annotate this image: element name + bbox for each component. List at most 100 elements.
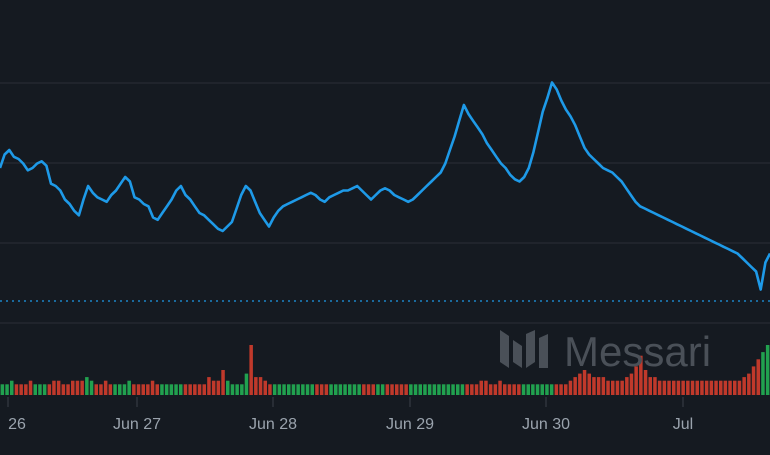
volume-bar — [240, 384, 244, 395]
volume-bar — [71, 380, 75, 395]
volume-bar — [441, 384, 446, 395]
volume-bar — [188, 384, 192, 395]
volume-bar — [52, 380, 56, 395]
volume-bar — [498, 380, 502, 395]
volume-bar — [507, 384, 512, 395]
volume-bar — [80, 380, 84, 395]
volume-bar — [512, 384, 516, 395]
volume-bar — [155, 384, 159, 395]
volume-bar — [99, 384, 103, 395]
messari-watermark: Messari — [500, 328, 711, 375]
volume-bar — [132, 384, 136, 395]
volume-bar — [737, 380, 742, 395]
volume-bar — [390, 384, 394, 395]
volume-bar — [89, 380, 94, 395]
volume-bar — [751, 366, 756, 395]
volume-bar — [765, 345, 770, 395]
volume-bar — [301, 384, 305, 395]
volume-bar — [460, 384, 465, 395]
volume-bar — [568, 380, 573, 395]
volume-bar — [108, 384, 113, 395]
volume-bar — [672, 380, 676, 395]
volume-bar — [719, 380, 723, 395]
volume-bar — [686, 380, 690, 395]
volume-bar — [38, 384, 42, 395]
volume-bar — [700, 380, 704, 395]
volume-bar — [287, 384, 291, 395]
volume-bar — [404, 384, 408, 395]
price-line[interactable] — [0, 81, 770, 291]
volume-bar — [676, 380, 681, 395]
volume-bar — [587, 373, 591, 395]
volume-bar — [197, 384, 202, 395]
volume-bar — [554, 384, 559, 395]
volume-bar — [564, 384, 568, 395]
volume-bar — [28, 380, 33, 395]
volume-bar — [620, 380, 624, 395]
volume-bar — [14, 384, 19, 395]
volume-bar — [611, 380, 615, 395]
volume-bar — [742, 377, 746, 395]
volume-bar — [56, 380, 61, 395]
volume-bar — [216, 380, 221, 395]
volume-bar — [33, 384, 37, 395]
volume-bar — [24, 384, 28, 395]
volume-bar — [371, 384, 375, 395]
x-tick-label: Jun 28 — [249, 416, 297, 433]
volume-bar — [282, 384, 286, 395]
volume-bar — [488, 384, 493, 395]
volume-bar — [362, 384, 366, 395]
volume-bar — [42, 384, 47, 395]
volume-bar — [709, 380, 714, 395]
volume-bar — [427, 384, 432, 395]
volume-bar — [714, 380, 718, 395]
volume-bar — [141, 384, 145, 395]
volume-bar — [531, 384, 535, 395]
x-tick-label: 26 — [8, 416, 26, 433]
volume-bar — [211, 380, 216, 395]
volume-bar — [657, 380, 662, 395]
volume-bar — [470, 384, 474, 395]
volume-bar — [305, 384, 310, 395]
volume-bar — [648, 377, 652, 395]
volume-bar — [118, 384, 122, 395]
volume-bar — [484, 380, 488, 395]
volume-bar — [625, 377, 629, 395]
volume-bar — [127, 380, 131, 395]
volume-bars — [0, 345, 770, 395]
volume-bar — [681, 380, 685, 395]
volume-bar — [535, 384, 540, 395]
volume-bar — [596, 377, 601, 395]
volume-bar — [573, 377, 577, 395]
volume-bar — [549, 384, 554, 395]
volume-bar — [61, 384, 66, 395]
volume-bar — [5, 384, 9, 395]
x-axis-ticks: 26 Jun 27 Jun 28 Jun 29 Jun 30 Jul — [7, 397, 693, 433]
volume-bar — [103, 380, 108, 395]
volume-bar — [479, 380, 483, 395]
volume-bar — [446, 384, 451, 395]
volume-bar — [254, 377, 258, 395]
volume-bar — [517, 384, 521, 395]
volume-bar — [66, 384, 70, 395]
volume-bar — [352, 384, 357, 395]
volume-bar — [413, 384, 418, 395]
volume-bar — [747, 373, 751, 395]
volume-bar — [540, 384, 544, 395]
volume-bar — [723, 380, 728, 395]
volume-bar — [0, 384, 5, 395]
volume-bar — [437, 384, 441, 395]
volume-bar — [258, 377, 263, 395]
volume-bar — [230, 384, 235, 395]
volume-bar — [160, 384, 164, 395]
volume-bar — [521, 384, 526, 395]
volume-bar — [319, 384, 324, 395]
volume-bar — [221, 370, 225, 395]
x-tick-label: Jun 30 — [522, 416, 570, 433]
x-tick-label: Jun 27 — [113, 416, 161, 433]
volume-bar — [503, 384, 507, 395]
volume-bar — [662, 380, 667, 395]
volume-bar — [704, 380, 709, 395]
volume-bar — [263, 380, 267, 395]
